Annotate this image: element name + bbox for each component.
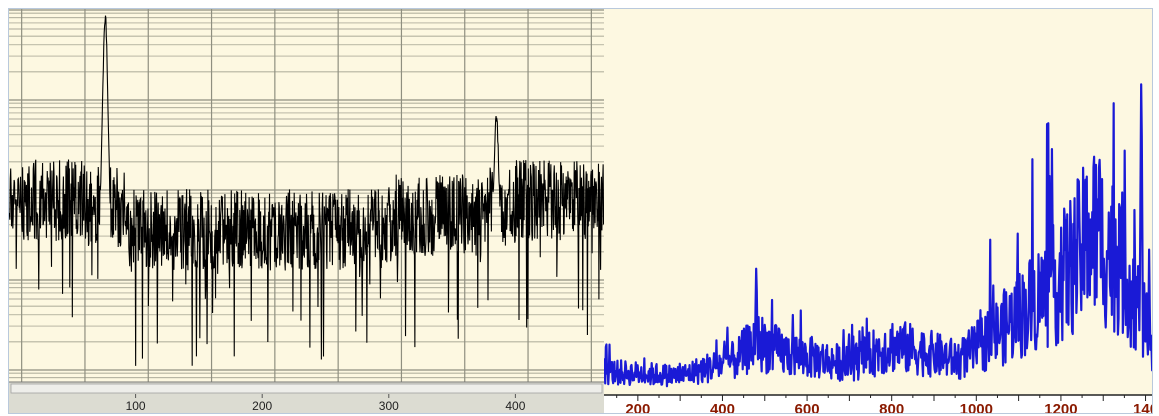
left-x-tick-label: 100 [126, 399, 146, 413]
right-x-tick-label: 140 [1133, 401, 1153, 414]
left-spectrum-chart: 100 200 300 400 [9, 9, 604, 413]
right-x-tick-label: 1000 [960, 401, 993, 414]
right-spectrum-chart: 200 400 600 800 1000 1200 140 [604, 9, 1153, 414]
right-x-tick-label: 800 [879, 401, 904, 414]
right-x-tick-label: 600 [795, 401, 820, 414]
left-spectrum-line [9, 15, 604, 366]
chart-frame: 100 200 300 400 200 400 600 800 1000 1200 140 [8, 8, 1153, 414]
left-spectrum-panel: 100 200 300 400 [9, 9, 604, 413]
right-spectrum-panel: 200 400 600 800 1000 1200 140 [604, 9, 1153, 414]
left-scrollbar [10, 383, 603, 394]
right-x-tick-label: 200 [625, 401, 650, 414]
right-plot-background [604, 9, 1152, 395]
right-x-tick-label: 400 [710, 401, 735, 414]
left-x-tick-label: 200 [252, 399, 272, 413]
right-x-tick-label: 1200 [1044, 401, 1077, 414]
left-x-tick-label: 400 [505, 399, 525, 413]
left-x-tick-label: 300 [379, 399, 399, 413]
right-spectrum-line [604, 83, 1152, 388]
right-axis-area [604, 395, 1152, 413]
